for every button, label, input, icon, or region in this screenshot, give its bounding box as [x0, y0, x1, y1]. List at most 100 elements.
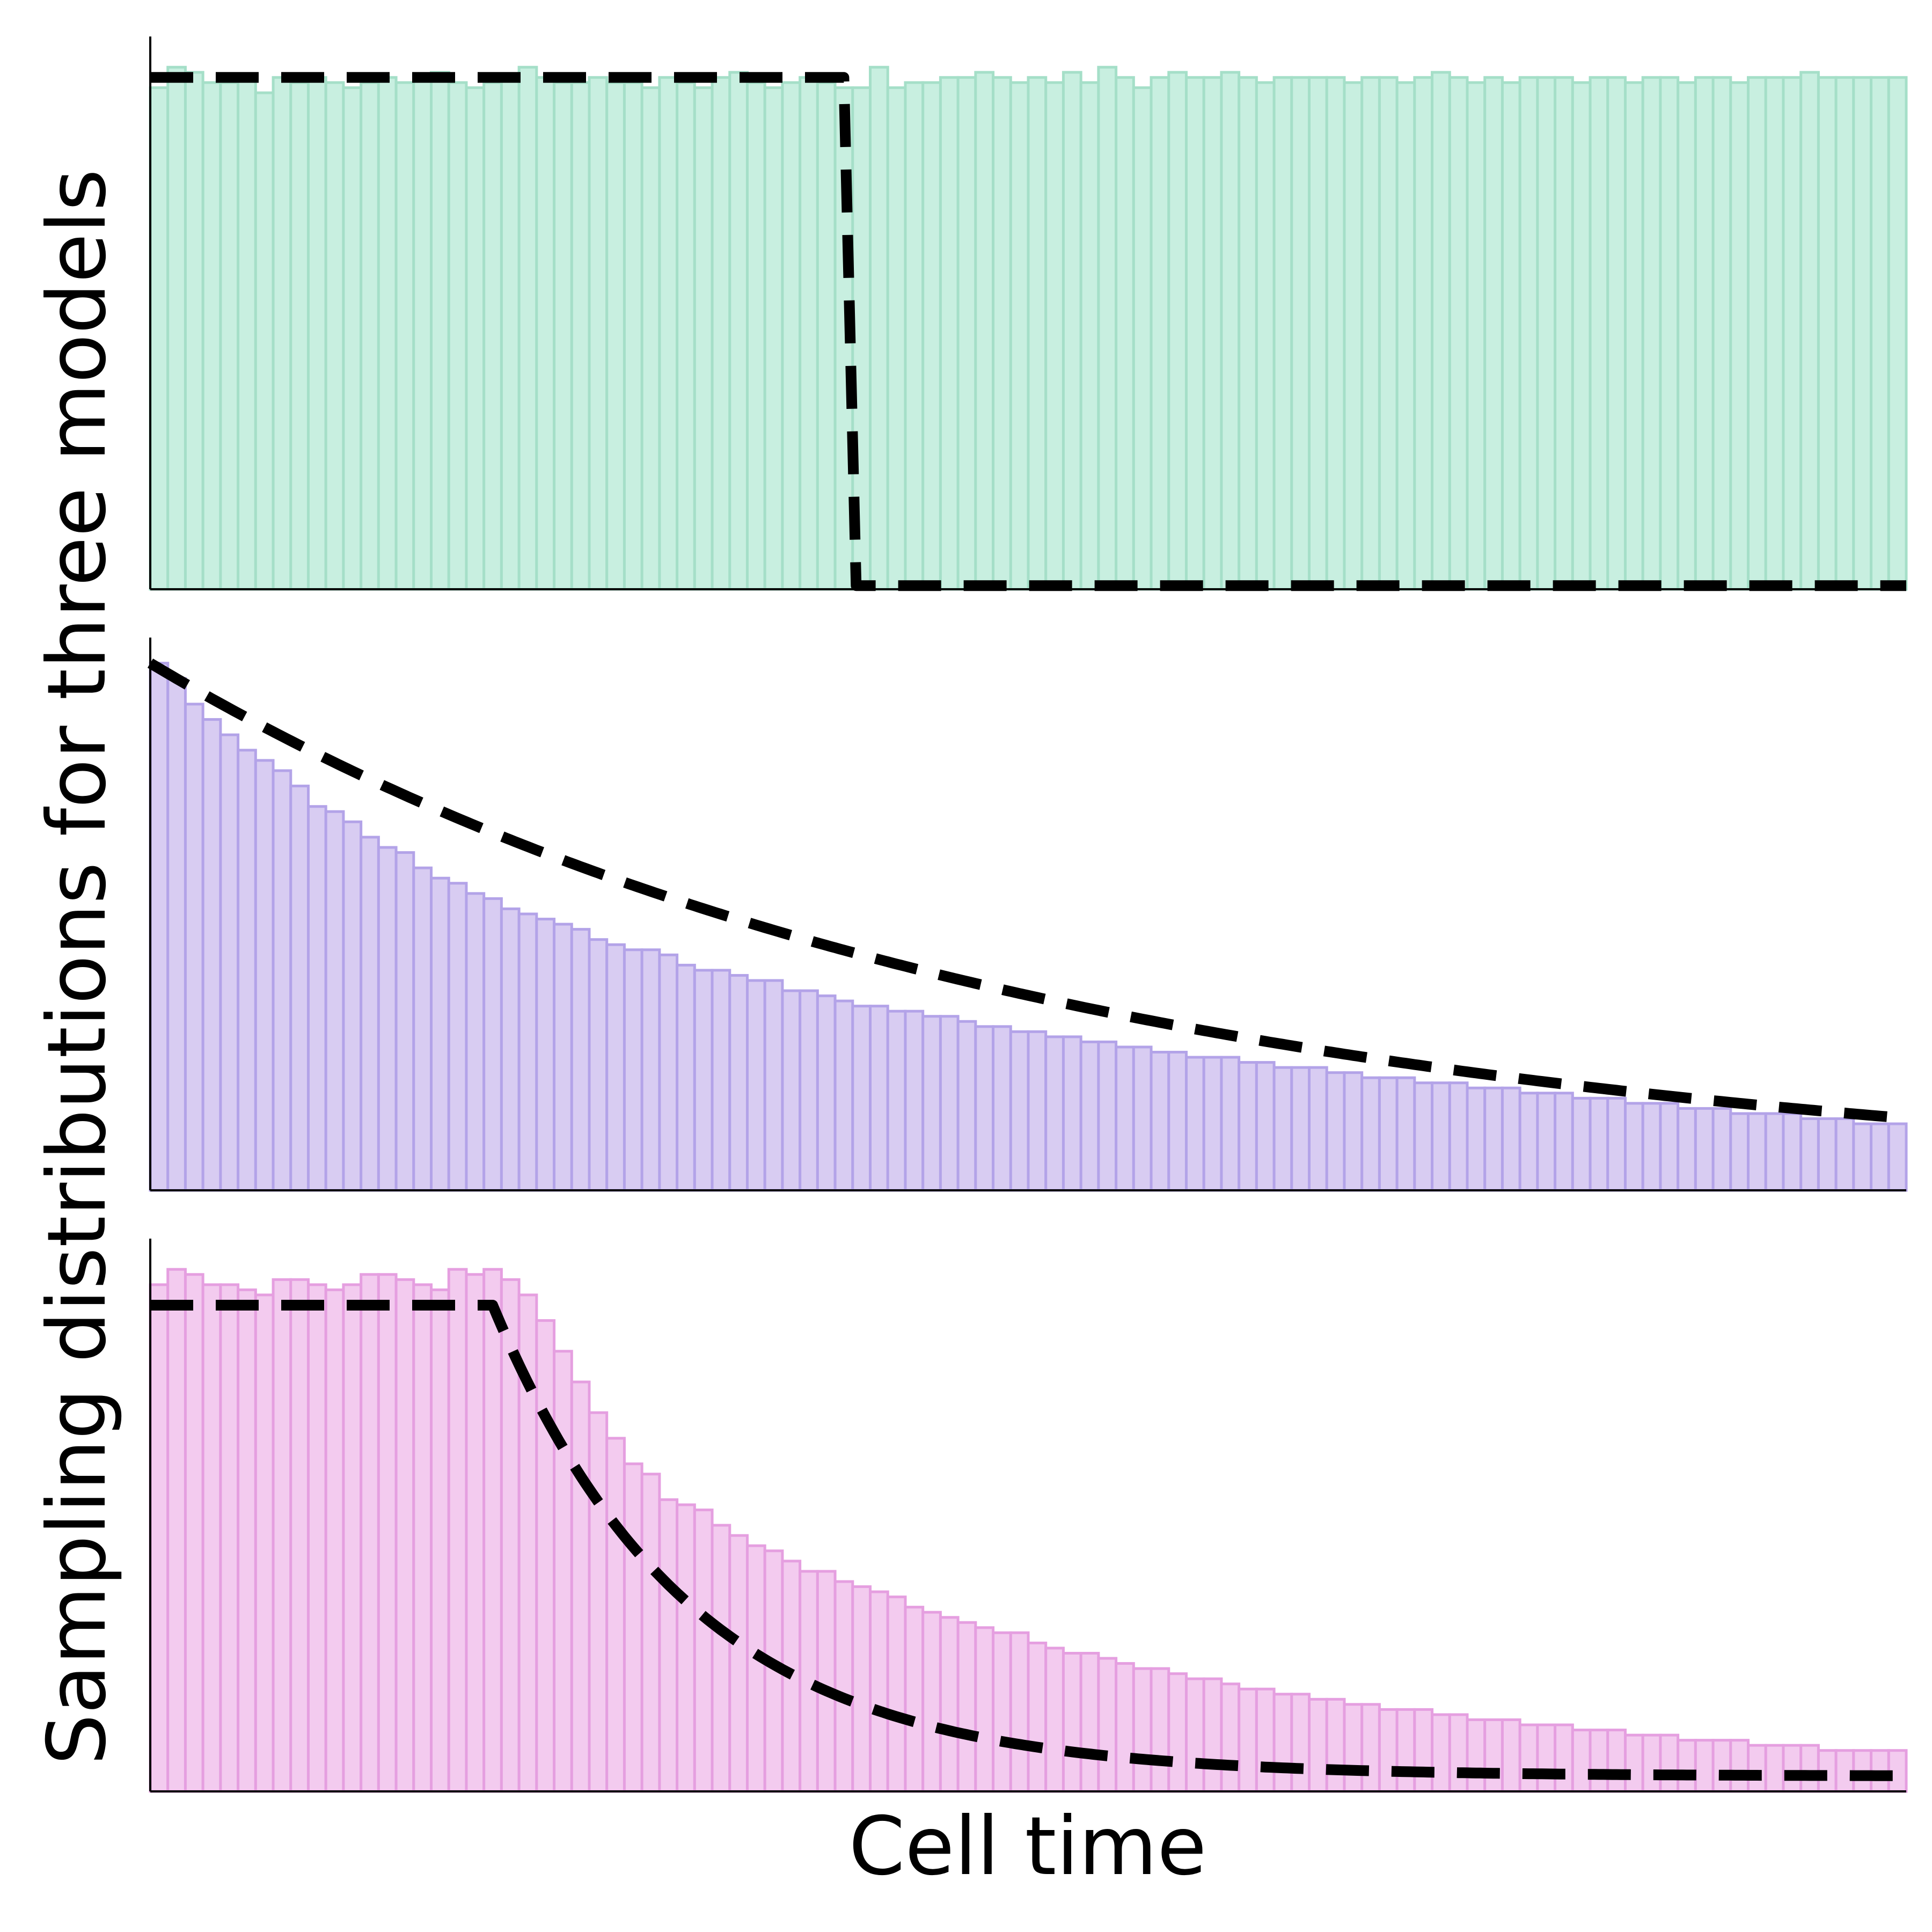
histogram-bar	[974, 71, 995, 591]
histogram-bar	[816, 1570, 837, 1793]
histogram-bar	[1834, 1117, 1855, 1192]
histogram-bar	[1799, 1117, 1820, 1192]
histogram-bar	[693, 969, 714, 1192]
histogram-bar	[553, 81, 573, 591]
histogram-bar	[833, 999, 854, 1192]
histogram-bar	[430, 876, 450, 1192]
histogram-bar	[1729, 1739, 1750, 1793]
histogram-bar	[1711, 76, 1732, 591]
histogram-bar	[166, 1268, 187, 1793]
histogram-bar	[1747, 76, 1767, 591]
histogram-bar	[1343, 81, 1364, 591]
histogram-bar	[237, 1288, 257, 1793]
histogram-bar	[939, 1616, 960, 1793]
histogram-bar	[1694, 1739, 1715, 1793]
histogram-bar	[1413, 1081, 1434, 1192]
histogram-bar	[1623, 1102, 1644, 1192]
histogram-bar	[1431, 1081, 1451, 1192]
histogram-bar	[1623, 81, 1644, 591]
histogram-bar	[1009, 1030, 1030, 1192]
histogram-bar	[324, 1288, 345, 1793]
histogram-bar	[693, 86, 714, 591]
histogram-bar	[1325, 1697, 1346, 1793]
histogram-bar	[588, 1411, 609, 1793]
histogram-bar	[1009, 81, 1030, 591]
histogram-bar	[360, 1273, 380, 1793]
histogram-bar	[289, 81, 310, 591]
histogram-bar	[1360, 1076, 1381, 1192]
histogram-bar	[447, 1268, 468, 1793]
histogram-bar	[272, 1278, 292, 1793]
histogram-bar	[1150, 1051, 1170, 1192]
histogram-bar	[1677, 1107, 1697, 1192]
histogram-bar	[676, 1503, 696, 1793]
histogram-bar	[184, 702, 204, 1192]
histogram-bar	[745, 1544, 766, 1793]
histogram-bar	[1150, 1667, 1170, 1793]
histogram-bar	[781, 989, 802, 1192]
histogram-bar	[1817, 76, 1838, 591]
histogram-bar	[623, 81, 643, 591]
histogram-bar	[1729, 81, 1750, 591]
histogram-bar	[1448, 76, 1469, 591]
histogram-bar	[412, 1283, 433, 1793]
histogram-bar	[517, 65, 538, 591]
histogram-bar	[394, 1278, 415, 1793]
histogram-bar	[553, 1350, 573, 1793]
histogram-bar	[1448, 1081, 1469, 1192]
histogram-bar	[394, 81, 415, 591]
histogram-bar	[272, 76, 292, 591]
histogram-bar	[149, 662, 170, 1192]
histogram-bar	[412, 76, 433, 591]
histogram-bar	[1501, 1086, 1521, 1192]
histogram-bar	[1378, 1708, 1399, 1793]
histogram-bar	[605, 81, 626, 591]
histogram-bar	[570, 1380, 591, 1793]
histogram-bar	[605, 1437, 626, 1793]
histogram-bar	[1764, 76, 1785, 591]
histogram-bar	[570, 928, 591, 1192]
histogram-bar	[851, 1005, 872, 1192]
panel-top	[149, 36, 1908, 591]
histogram-bar	[184, 71, 204, 591]
histogram-bar	[1272, 1693, 1293, 1793]
histogram-bar	[465, 1273, 486, 1793]
histogram-bar	[1395, 1708, 1416, 1793]
histogram-bar	[377, 1273, 398, 1793]
histogram-bar	[1483, 1718, 1504, 1793]
histogram-bar	[711, 1524, 731, 1793]
histogram-bar	[1536, 76, 1557, 591]
histogram-bar	[1677, 81, 1697, 591]
histogram-bar	[623, 1462, 643, 1793]
histogram-bar	[1308, 76, 1328, 591]
histogram-bar	[1501, 1718, 1521, 1793]
histogram-bar	[1255, 1687, 1276, 1793]
histogram-bar	[254, 759, 275, 1192]
histogram-bar	[447, 81, 468, 591]
histogram-bar	[535, 918, 556, 1192]
histogram-bar	[851, 1585, 872, 1793]
panels-container	[147, 36, 1908, 1793]
histogram-bar	[745, 81, 766, 591]
histogram-bar	[1817, 1117, 1838, 1192]
histogram-bar	[1782, 76, 1803, 591]
histogram-bar	[1413, 1708, 1434, 1793]
histogram-bar	[1132, 1667, 1153, 1793]
histogram-bar	[1483, 1086, 1504, 1192]
histogram-bar	[1782, 1744, 1803, 1793]
histogram-bar	[1606, 76, 1627, 591]
histogram-bar	[939, 76, 960, 591]
histogram-bar	[342, 1283, 363, 1793]
histogram-bar	[1659, 76, 1680, 591]
histogram-bar	[1764, 1112, 1785, 1192]
histogram-bar	[1079, 1652, 1100, 1793]
histogram-bar	[992, 1631, 1012, 1793]
histogram-bar	[1308, 1066, 1328, 1192]
histogram-bar	[921, 1015, 942, 1192]
histogram-bar	[781, 81, 802, 591]
histogram-bar	[1220, 1056, 1241, 1192]
histogram-bar	[377, 76, 398, 591]
histogram-bar	[1659, 1733, 1680, 1793]
histogram-bar	[1431, 71, 1451, 591]
